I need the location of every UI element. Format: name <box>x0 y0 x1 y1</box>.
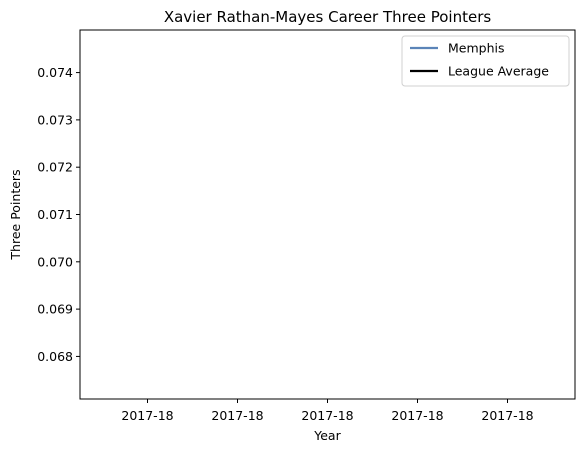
legend-label-1: League Average <box>448 64 549 79</box>
y-tick-label: 0.074 <box>37 65 73 80</box>
legend: Memphis League Average <box>401 35 570 87</box>
y-tick-label: 0.073 <box>37 112 73 127</box>
legend-box <box>401 35 570 87</box>
y-tick-label: 0.071 <box>37 207 73 222</box>
x-tick-label: 2017-18 <box>211 408 263 423</box>
x-tick-label: 2017-18 <box>391 408 443 423</box>
x-tick-label: 2017-18 <box>121 408 173 423</box>
plot-area: 0.068 0.069 0.070 0.071 0.072 0.073 0.074 2017-… <box>37 29 576 423</box>
y-tick-label: 0.068 <box>37 349 73 364</box>
x-tick-label: 2017-18 <box>481 408 533 423</box>
y-tick-label: 0.072 <box>37 160 73 175</box>
y-tick-label: 0.070 <box>37 254 73 269</box>
y-tick-label: 0.069 <box>37 302 73 317</box>
y-axis-title: Three Pointers <box>8 169 23 260</box>
chart-title: Xavier Rathan-Mayes Career Three Pointer… <box>164 8 492 26</box>
x-tick-label: 2017-18 <box>301 408 353 423</box>
x-axis-title: Year <box>313 428 341 443</box>
legend-label-0: Memphis <box>448 41 505 56</box>
